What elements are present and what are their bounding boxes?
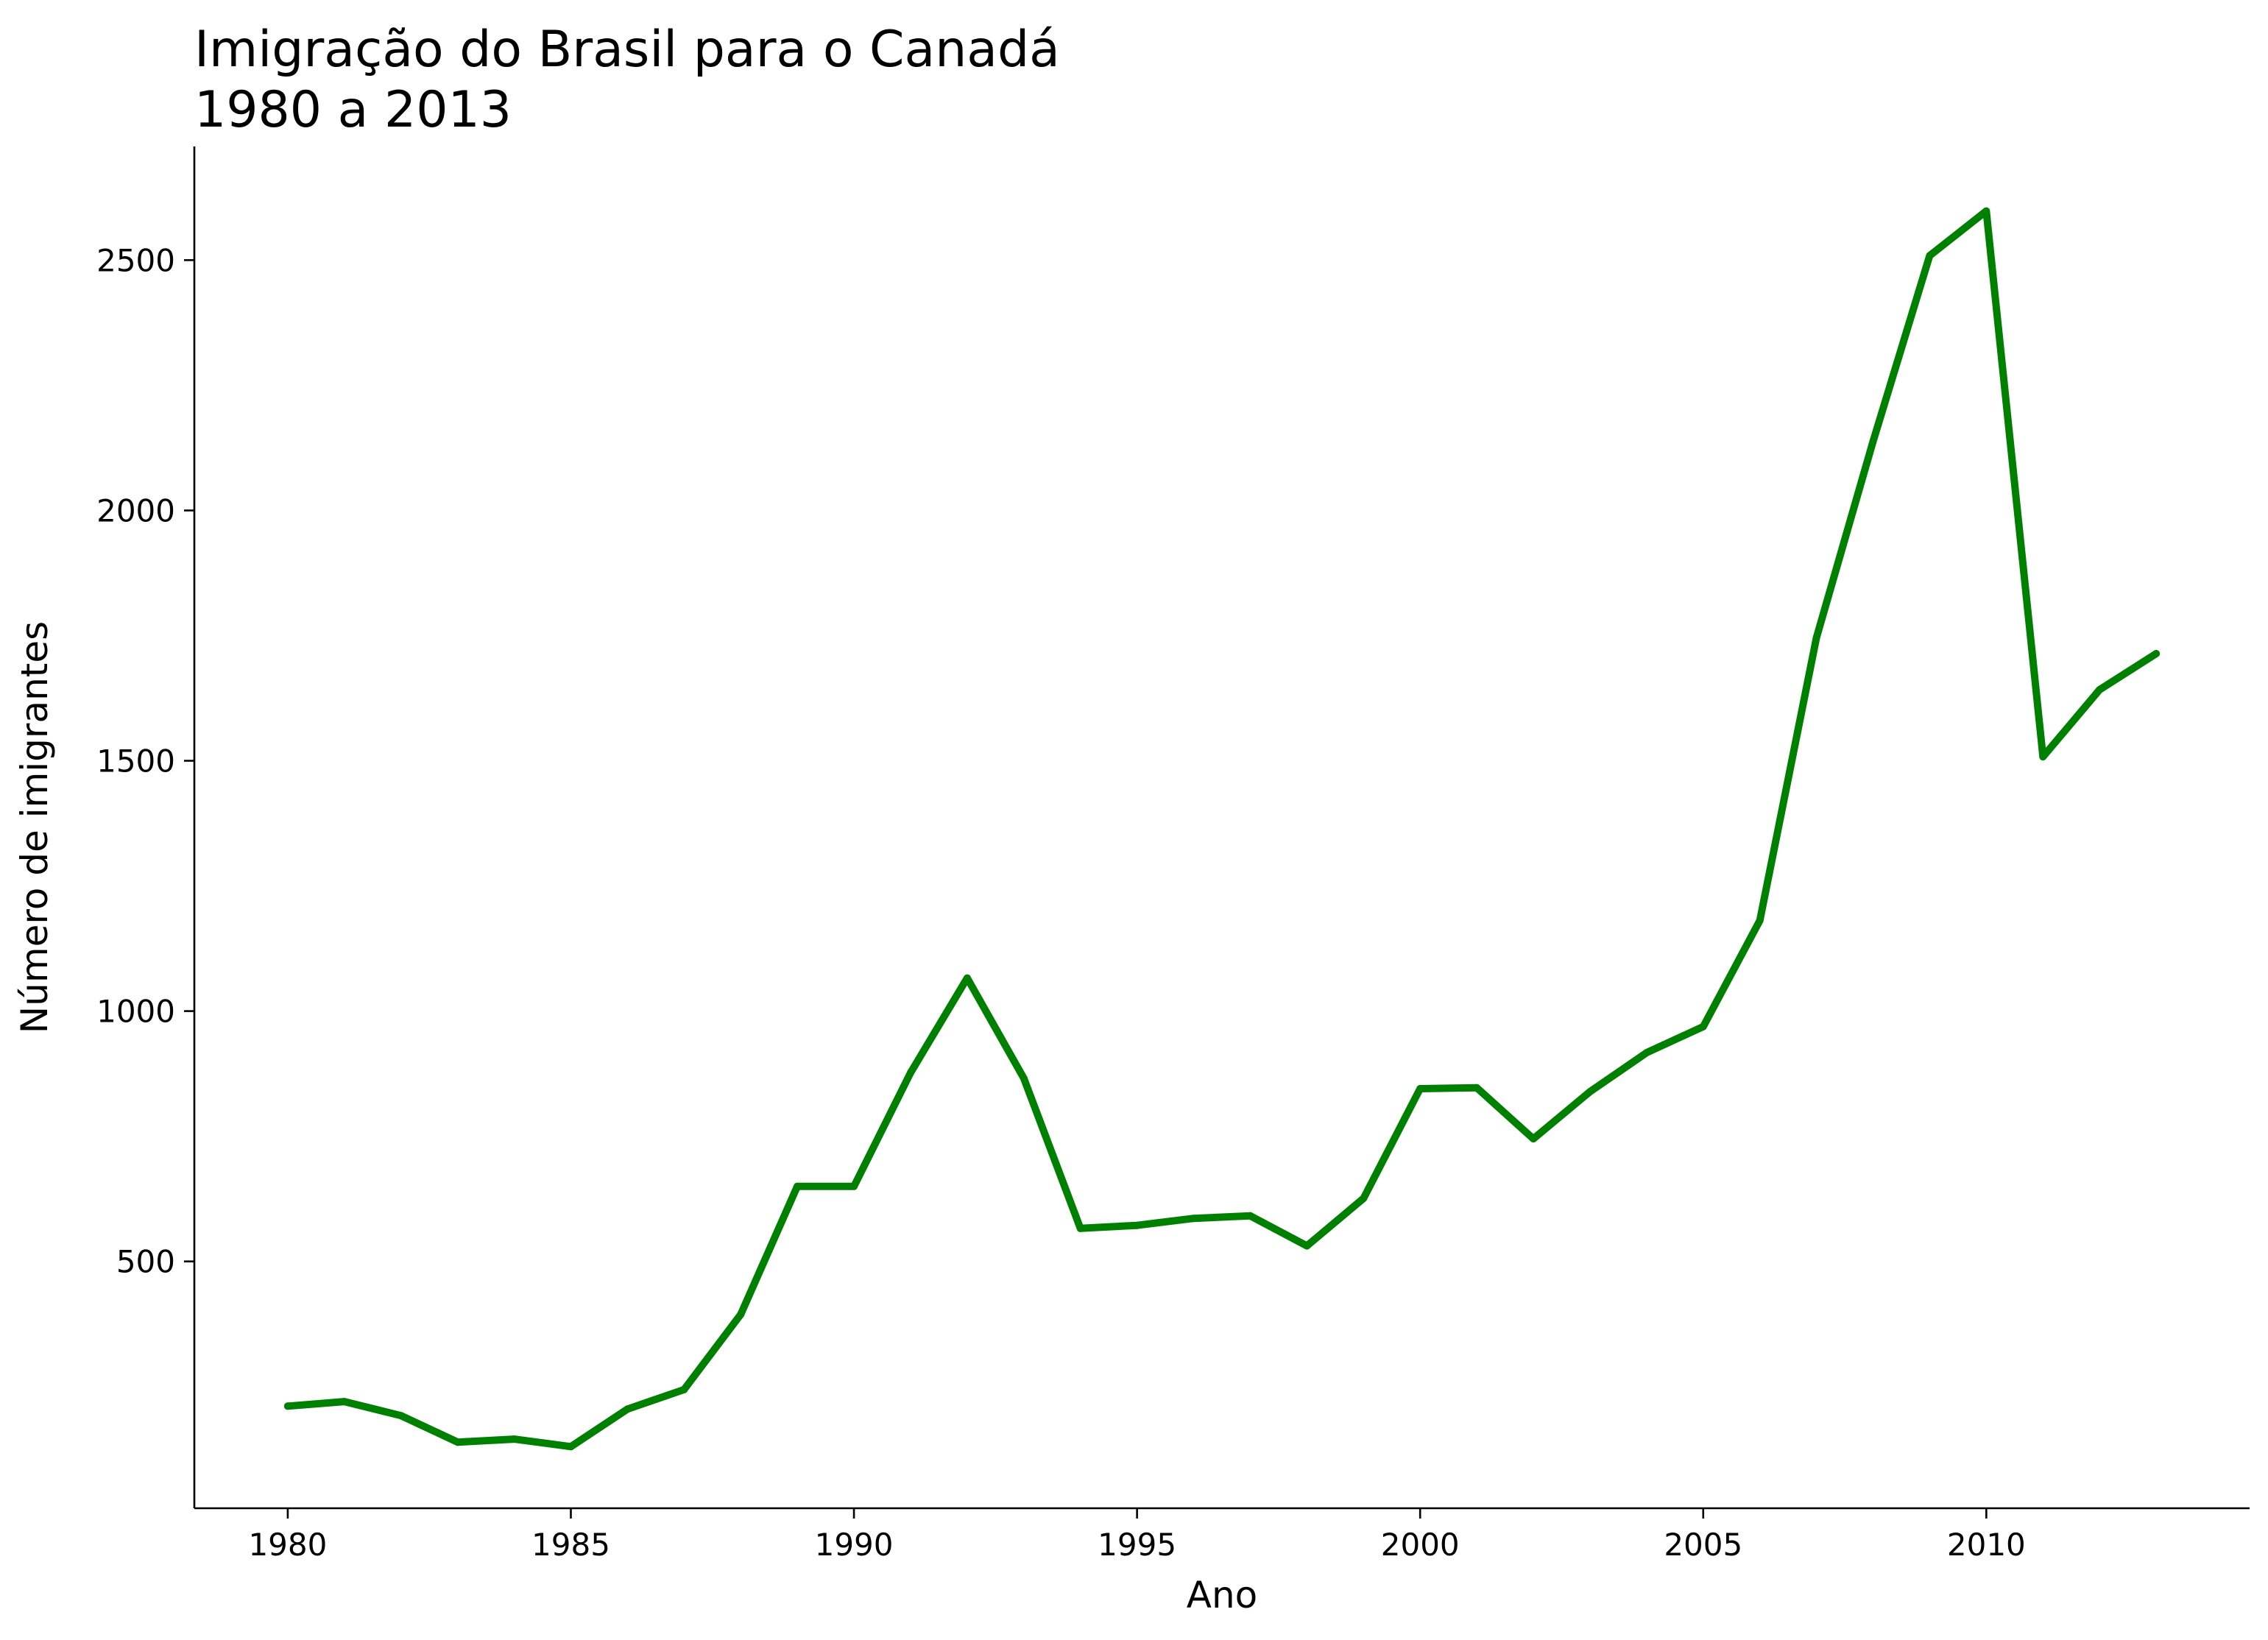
data-point-1980 bbox=[283, 1402, 292, 1410]
data-point-2000 bbox=[1416, 1085, 1424, 1092]
data-point-1981 bbox=[340, 1398, 348, 1406]
series-line-0 bbox=[283, 207, 2161, 1451]
data-point-2003 bbox=[1586, 1088, 1594, 1096]
data-point-1985 bbox=[567, 1443, 575, 1451]
data-point-2006 bbox=[1756, 916, 1764, 925]
data-point-1993 bbox=[1020, 1074, 1028, 1082]
x-tick-label-1995: 1995 bbox=[1098, 1527, 1176, 1563]
x-tick-label-1985: 1985 bbox=[531, 1527, 610, 1563]
x-tick-label-2010: 2010 bbox=[1947, 1527, 2026, 1563]
data-point-1992 bbox=[963, 974, 971, 982]
data-point-1983 bbox=[453, 1438, 462, 1446]
data-point-2007 bbox=[1812, 634, 1820, 642]
data-point-1986 bbox=[623, 1405, 632, 1413]
data-point-2008 bbox=[1869, 437, 1877, 445]
chart-title: Imigração do Brasil para o Canadá 1980 a… bbox=[194, 21, 1060, 139]
data-point-2011 bbox=[2039, 753, 2047, 761]
x-tick-label-2005: 2005 bbox=[1664, 1527, 1742, 1563]
data-point-1987 bbox=[680, 1385, 688, 1393]
data-point-2005 bbox=[1699, 1022, 1707, 1031]
x-tick-label-1990: 1990 bbox=[815, 1527, 894, 1563]
data-point-1984 bbox=[510, 1435, 518, 1443]
data-point-2013 bbox=[2152, 650, 2161, 657]
chart-title-line-2: 1980 a 2013 bbox=[194, 81, 512, 139]
data-point-1990 bbox=[850, 1182, 858, 1190]
data-point-2010 bbox=[1982, 207, 1990, 215]
data-point-2012 bbox=[2096, 686, 2104, 693]
data-point-1999 bbox=[1360, 1195, 1368, 1202]
data-point-1995 bbox=[1133, 1221, 1141, 1229]
x-axis-label: Ano bbox=[1187, 1574, 1257, 1616]
y-axis-label: Número de imigrantes bbox=[13, 621, 56, 1033]
data-point-1991 bbox=[907, 1069, 914, 1077]
x-axis-ticks: 1980 1985 1990 1995 2000 2005 2010 bbox=[248, 1508, 2026, 1563]
data-point-1988 bbox=[737, 1310, 745, 1318]
chart-title-line-1: Imigração do Brasil para o Canadá bbox=[194, 21, 1060, 79]
data-point-2002 bbox=[1530, 1135, 1537, 1143]
y-tick-label-1000: 1000 bbox=[96, 994, 175, 1030]
data-point-1989 bbox=[794, 1182, 802, 1190]
y-tick-label-2000: 2000 bbox=[96, 492, 175, 529]
data-point-2009 bbox=[1926, 252, 1934, 260]
data-point-2004 bbox=[1642, 1049, 1650, 1057]
y-tick-label-500: 500 bbox=[116, 1244, 175, 1280]
data-point-1998 bbox=[1303, 1242, 1311, 1250]
x-tick-label-1980: 1980 bbox=[248, 1527, 327, 1563]
data-point-1994 bbox=[1076, 1224, 1084, 1232]
plot-area bbox=[283, 207, 2161, 1451]
y-axis-ticks: 500 1000 1500 2000 2500 bbox=[96, 242, 194, 1280]
y-tick-label-2500: 2500 bbox=[96, 242, 175, 278]
x-tick-label-2000: 2000 bbox=[1381, 1527, 1460, 1563]
data-point-2001 bbox=[1473, 1084, 1481, 1092]
data-point-1982 bbox=[397, 1412, 405, 1420]
y-tick-label-1500: 1500 bbox=[96, 743, 175, 780]
data-point-1997 bbox=[1246, 1212, 1254, 1220]
data-point-1996 bbox=[1190, 1215, 1198, 1223]
